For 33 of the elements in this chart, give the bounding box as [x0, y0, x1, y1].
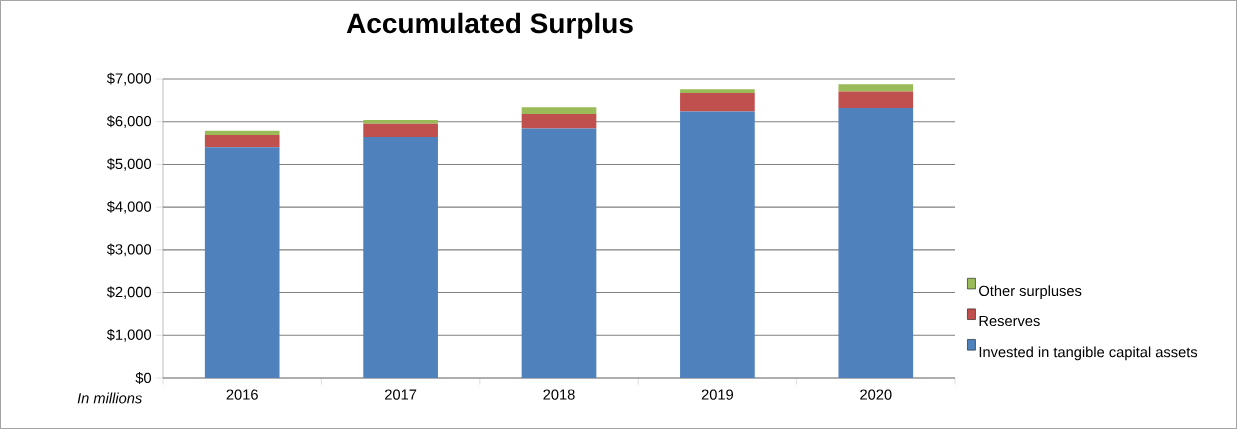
x-tick-label: 2016 [226, 389, 258, 400]
bar [204, 134, 280, 148]
bar [363, 123, 438, 138]
y-tick-label: $4,000 [106, 200, 152, 214]
x-tick-label: 2019 [701, 389, 734, 400]
y-tick-label: $7,000 [106, 72, 152, 86]
y-tick-label: $3,000 [106, 243, 152, 257]
y-tick-label: $1,000 [106, 328, 152, 342]
bar [838, 84, 914, 92]
x-tick-label: 2020 [860, 389, 892, 400]
bar [363, 120, 438, 124]
chart-title: Accumulated Surplus [346, 12, 633, 39]
legend-label: Other surpluses [979, 285, 1082, 299]
y-tick-label: $2,000 [106, 286, 152, 299]
bar [363, 137, 438, 378]
bar [204, 130, 280, 135]
bar [521, 128, 597, 378]
bar [838, 91, 914, 109]
bar [521, 107, 597, 115]
bar [521, 114, 597, 129]
y-tick-label: $5,000 [106, 158, 152, 171]
bar [838, 108, 914, 378]
y-tick-label: $0 [135, 372, 152, 384]
bar [680, 89, 755, 94]
bar [204, 147, 280, 378]
text: In millions [77, 392, 142, 404]
legend-label: Invested in tangible capital assets [979, 346, 1198, 361]
x-tick-label: 2018 [543, 389, 575, 400]
bar [680, 111, 755, 378]
bar [680, 93, 755, 112]
legend-label: Reserves [979, 315, 1040, 327]
x-tick-label: 2017 [385, 389, 417, 400]
y-tick-label: $6,000 [106, 115, 152, 129]
